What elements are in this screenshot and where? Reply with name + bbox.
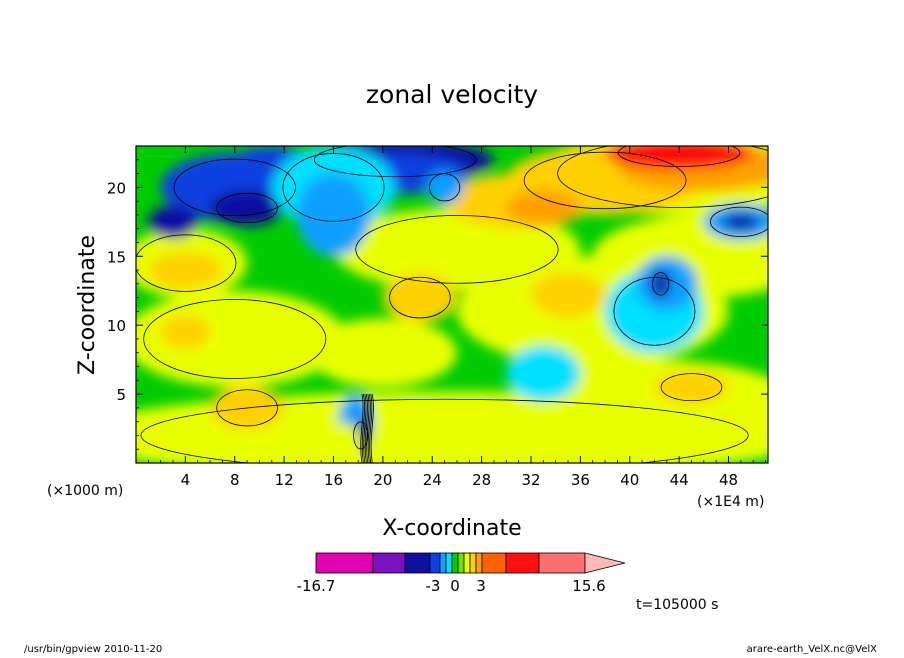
colorbar-segment xyxy=(439,552,447,574)
field-region xyxy=(308,318,457,388)
x-tick-label: 32 xyxy=(521,471,540,489)
colorbar-segment xyxy=(505,552,540,574)
colorbar-segment xyxy=(481,552,507,574)
colorbar-label: 3 xyxy=(476,577,486,595)
y-tick-label: 5 xyxy=(116,386,126,404)
colorbar-label: -16.7 xyxy=(297,577,336,595)
contour-line xyxy=(360,394,364,463)
contour-line xyxy=(363,394,367,463)
field-region xyxy=(148,252,223,288)
contour-line xyxy=(660,373,723,402)
field-region xyxy=(506,190,581,226)
field-region xyxy=(210,190,285,226)
contour-line xyxy=(370,394,374,463)
y-tick-label: 20 xyxy=(107,179,126,197)
footer-right: arare-earth_VelX.nc@VelX xyxy=(747,644,878,654)
colorbar xyxy=(315,552,626,574)
colorbar-segment xyxy=(463,552,471,574)
contour-line xyxy=(355,215,559,284)
x-tick-label: 24 xyxy=(423,471,442,489)
contour-line xyxy=(369,394,373,463)
colorbar-labels: -16.7 -3 0 3 15.6 xyxy=(297,577,606,595)
contour-line xyxy=(618,146,741,167)
x-unit-left: (×1000 m) xyxy=(47,483,123,499)
colorbar-segment xyxy=(475,552,483,574)
colorbar-segment xyxy=(457,552,465,574)
contour-line xyxy=(613,277,696,346)
colorbar-segment xyxy=(445,552,453,574)
contour-line xyxy=(313,146,477,178)
colorbar-segment xyxy=(451,552,459,574)
footer-left: /usr/bin/gpview 2010-11-20 xyxy=(24,644,162,654)
y-tick-label: 10 xyxy=(107,317,126,335)
colorbar-segment xyxy=(404,552,431,574)
x-unit-right: (×1E4 m) xyxy=(697,494,764,510)
x-tick-label: 20 xyxy=(373,471,392,489)
colorbar-segment xyxy=(429,552,441,574)
contour-line xyxy=(389,276,451,319)
x-tick-label: 40 xyxy=(620,471,639,489)
contour-line xyxy=(216,389,278,427)
colorbar-segment xyxy=(469,552,477,574)
contour-line xyxy=(557,146,768,208)
contour-line xyxy=(364,394,368,463)
field-region xyxy=(650,270,671,298)
field-region xyxy=(333,208,581,291)
field-region xyxy=(296,173,371,257)
field-region xyxy=(531,272,606,317)
colorbar-segment xyxy=(315,552,374,574)
contour-line xyxy=(523,151,687,210)
contour-line xyxy=(366,394,370,463)
contour-line xyxy=(367,394,371,463)
field-region xyxy=(506,345,581,401)
x-axis: 4 8 12 16 20 24 28 32 36 40 44 48 xyxy=(147,146,766,489)
x-tick-label: 4 xyxy=(181,471,191,489)
x-tick-label: 36 xyxy=(571,471,590,489)
colorbar-label: 0 xyxy=(450,577,460,595)
plot-frame xyxy=(135,145,769,464)
colorbar-segment xyxy=(538,552,586,574)
field-region xyxy=(136,290,346,388)
time-label: t=105000 s xyxy=(636,597,718,613)
contour-line xyxy=(710,206,768,237)
contour-line xyxy=(140,398,749,463)
field-region xyxy=(382,272,457,323)
contour-line xyxy=(136,234,237,292)
x-tick-label: 48 xyxy=(719,471,738,489)
contour-line xyxy=(429,173,461,202)
field-region xyxy=(160,315,211,349)
x-tick-label: 16 xyxy=(324,471,343,489)
field-region xyxy=(329,423,362,462)
y-axis: 5 10 15 20 xyxy=(107,159,768,450)
contour-line xyxy=(652,272,670,296)
x-tick-label: 44 xyxy=(670,471,689,489)
contour-line xyxy=(143,299,327,379)
colorbar-segment xyxy=(372,552,406,574)
x-axis-label: X-coordinate xyxy=(382,516,521,541)
colorbar-label: 15.6 xyxy=(572,577,605,595)
y-axis-label: Z-coordinate xyxy=(75,235,100,375)
contour-line xyxy=(361,394,365,463)
plot-area xyxy=(136,146,768,463)
y-tick-label: 15 xyxy=(107,248,126,266)
colorbar-label: -3 xyxy=(426,577,441,595)
x-tick-label: 8 xyxy=(230,471,240,489)
contour-line xyxy=(282,153,385,222)
field-region xyxy=(148,205,198,239)
field-region xyxy=(722,213,760,231)
colorbar-arrow xyxy=(584,552,626,574)
x-tick-label: 12 xyxy=(275,471,294,489)
field-region xyxy=(654,370,729,404)
field-region xyxy=(426,170,464,204)
x-tick-label: 28 xyxy=(472,471,491,489)
chart-title: zonal velocity xyxy=(366,80,538,109)
contour-line xyxy=(216,192,278,224)
contour-line xyxy=(173,158,296,217)
